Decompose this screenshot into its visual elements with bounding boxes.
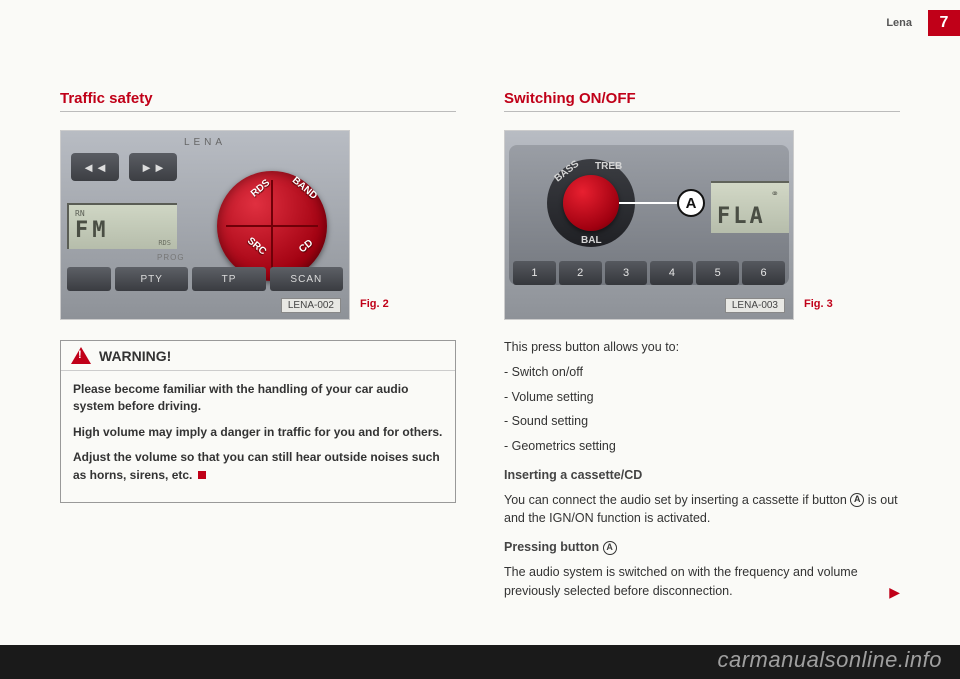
rewind-button[interactable]: ◄◄ [71,153,119,181]
subheading-pressing: Pressing button A [504,538,900,557]
paragraph-cassette: You can connect the audio set by inserti… [504,491,900,529]
preset-5[interactable]: 5 [696,261,739,285]
radio-figure-3: BASS TREB BAL A ⚭ FLA 1 2 3 4 5 [504,130,794,320]
paragraph-pressing: The audio system is switched on with the… [504,563,900,601]
callout-marker-a: A [677,189,705,217]
section-title-switching: Switching ON/OFF [504,90,900,112]
bullet-1: - Switch on/off [504,363,900,382]
forward-button[interactable]: ►► [129,153,177,181]
header-section-label: Lena [886,17,912,29]
two-column-layout: Traffic safety LENA ◄◄ ►► RDS BAND SRC C… [60,90,900,606]
bullet-4: - Geometrics setting [504,437,900,456]
page-header: Lena 7 [510,12,960,34]
right-column: Switching ON/OFF BASS TREB BAL A ⚭ FLA [504,90,900,606]
warning-text-1: Please become familiar with the handling… [73,381,443,416]
ref-marker-a-2: A [603,541,617,555]
lcd-stereo-icon: ⚭ [771,189,779,200]
lcd-rds: RDS [158,239,171,247]
preset-1[interactable]: 1 [513,261,556,285]
radio-brand-label: LENA [184,137,226,148]
preset-buttons-row: 1 2 3 4 5 6 [513,261,785,285]
figure-3-caption: Fig. 3 [804,298,833,320]
bullet-2: - Volume setting [504,388,900,407]
warning-title: WARNING! [99,348,171,364]
page-number: 7 [928,10,960,36]
watermark: carmanualsonline.info [717,647,942,673]
prog-label: PROG [157,253,185,262]
figure-id-label: LENA-002 [281,298,341,313]
seek-buttons-row: ◄◄ ►► [71,153,177,181]
figure-2-wrap: LENA ◄◄ ►► RDS BAND SRC CD RN FM RDS [60,130,456,320]
warning-text-2: High volume may imply a danger in traffi… [73,424,443,441]
preset-3[interactable]: 3 [605,261,648,285]
end-marker-icon [198,471,206,479]
warning-box: WARNING! Please become familiar with the… [60,340,456,503]
radio-lcd-2: ⚭ FLA [711,181,789,233]
left-column: Traffic safety LENA ◄◄ ►► RDS BAND SRC C… [60,90,456,606]
ref-marker-a-1: A [850,493,864,507]
power-volume-knob[interactable] [563,175,619,231]
warning-icon [71,347,91,364]
lcd-fm: FM [75,218,171,243]
section-title-traffic-safety: Traffic safety [60,90,456,112]
callout-line [619,202,681,204]
blank-button[interactable] [67,267,111,291]
scan-button[interactable]: SCAN [270,267,343,291]
figure-3-wrap: BASS TREB BAL A ⚭ FLA 1 2 3 4 5 [504,130,900,320]
ring-label-treb: TREB [595,161,622,172]
intro-line: This press button allows you to: [504,338,900,357]
figure-2-caption: Fig. 2 [360,298,389,320]
warning-text-3: Adjust the volume so that you can still … [73,449,443,484]
pty-button[interactable]: PTY [115,267,188,291]
subheading-cassette: Inserting a cassette/CD [504,466,900,485]
manual-page: Lena 7 Traffic safety LENA ◄◄ ►► RDS BAN… [0,0,960,645]
lcd-rn: RN [75,209,171,218]
warning-body: Please become familiar with the handling… [61,371,455,502]
bullet-3: - Sound setting [504,412,900,431]
function-buttons-row: PTY TP SCAN [67,267,343,291]
ring-label-bal: BAL [581,235,602,246]
radio-figure-2: LENA ◄◄ ►► RDS BAND SRC CD RN FM RDS [60,130,350,320]
figure-id-label: LENA-003 [725,298,785,313]
continue-arrow-icon: ▶ [889,582,900,603]
preset-2[interactable]: 2 [559,261,602,285]
warning-header: WARNING! [61,341,455,371]
lcd-text: FLA [717,204,766,229]
preset-4[interactable]: 4 [650,261,693,285]
body-text: This press button allows you to: - Switc… [504,338,900,600]
radio-lcd: RN FM RDS [67,203,177,249]
preset-6[interactable]: 6 [742,261,785,285]
tp-button[interactable]: TP [192,267,265,291]
